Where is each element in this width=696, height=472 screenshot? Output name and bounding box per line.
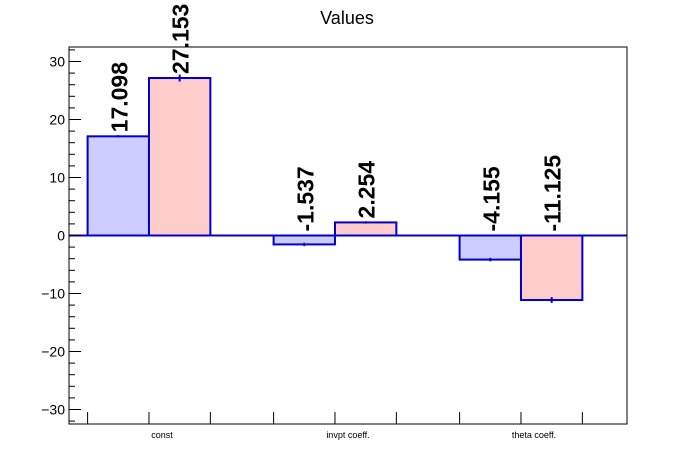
bar-s2-thetacoeff: [519, 234, 584, 302]
bars-layer: [86, 74, 584, 303]
x-tick-label: theta coeff.: [512, 430, 556, 440]
x-tick-label: invpt coeff.: [326, 430, 369, 440]
data-label: -11.125: [540, 155, 566, 232]
data-label: 27.153: [168, 4, 194, 74]
y-axis: −30 −20 −10 0 10 20 30: [41, 49, 81, 422]
data-label: -1.537: [292, 166, 318, 231]
bar-s2-const: [147, 77, 212, 237]
y-tick-label: −10: [41, 286, 65, 302]
x-tick-label: const: [151, 430, 173, 440]
chart-title: Values: [320, 8, 374, 28]
data-label: 2.254: [354, 161, 380, 219]
y-tick-label: 0: [57, 228, 65, 244]
y-tick-label: −30: [41, 402, 65, 418]
y-tick-label: −20: [41, 344, 65, 360]
y-tick-label: 10: [49, 170, 65, 186]
data-label: -4.155: [478, 166, 504, 231]
x-axis: const invpt coeff. theta coeff.: [87, 412, 583, 440]
y-tick-label: 20: [49, 112, 65, 128]
bar-s2-invptcoeff: [333, 221, 398, 237]
bar-s1-const: [86, 135, 150, 237]
data-label: 17.098: [106, 62, 132, 133]
data-labels-layer: 17.098 27.153 -1.537 2.254 -4.155 -11.125: [106, 4, 565, 232]
y-tick-label: 30: [49, 54, 65, 70]
bar-s1-thetacoeff: [458, 234, 522, 261]
